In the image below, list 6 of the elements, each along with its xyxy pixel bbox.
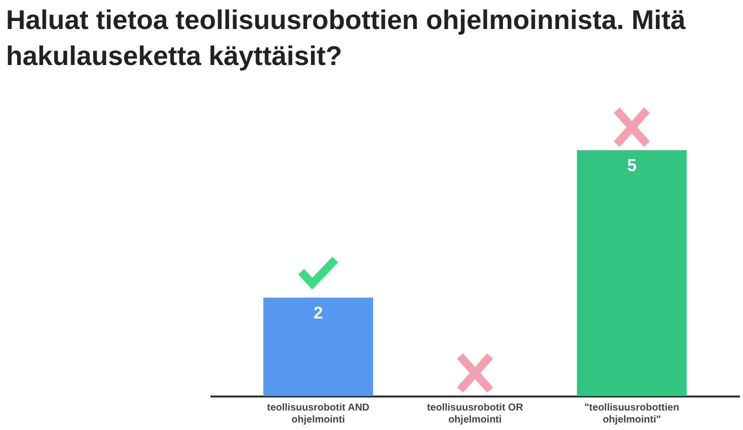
- x-tick-label: teollisuusrobotit AND ohjelmointi: [266, 402, 370, 426]
- data-label: 2: [313, 304, 323, 323]
- x-tick-label: "teollisuusrobottien ohjelmointi": [584, 402, 680, 426]
- x-tick-label: teollisuusrobotit OR ohjelmointi: [426, 402, 524, 426]
- data-label: 5: [627, 156, 637, 176]
- chart-title: Haluat tietoa teollisuusrobottien ohjelmoinnista. Mitä hakulauseketta käyttäisit?: [6, 4, 686, 73]
